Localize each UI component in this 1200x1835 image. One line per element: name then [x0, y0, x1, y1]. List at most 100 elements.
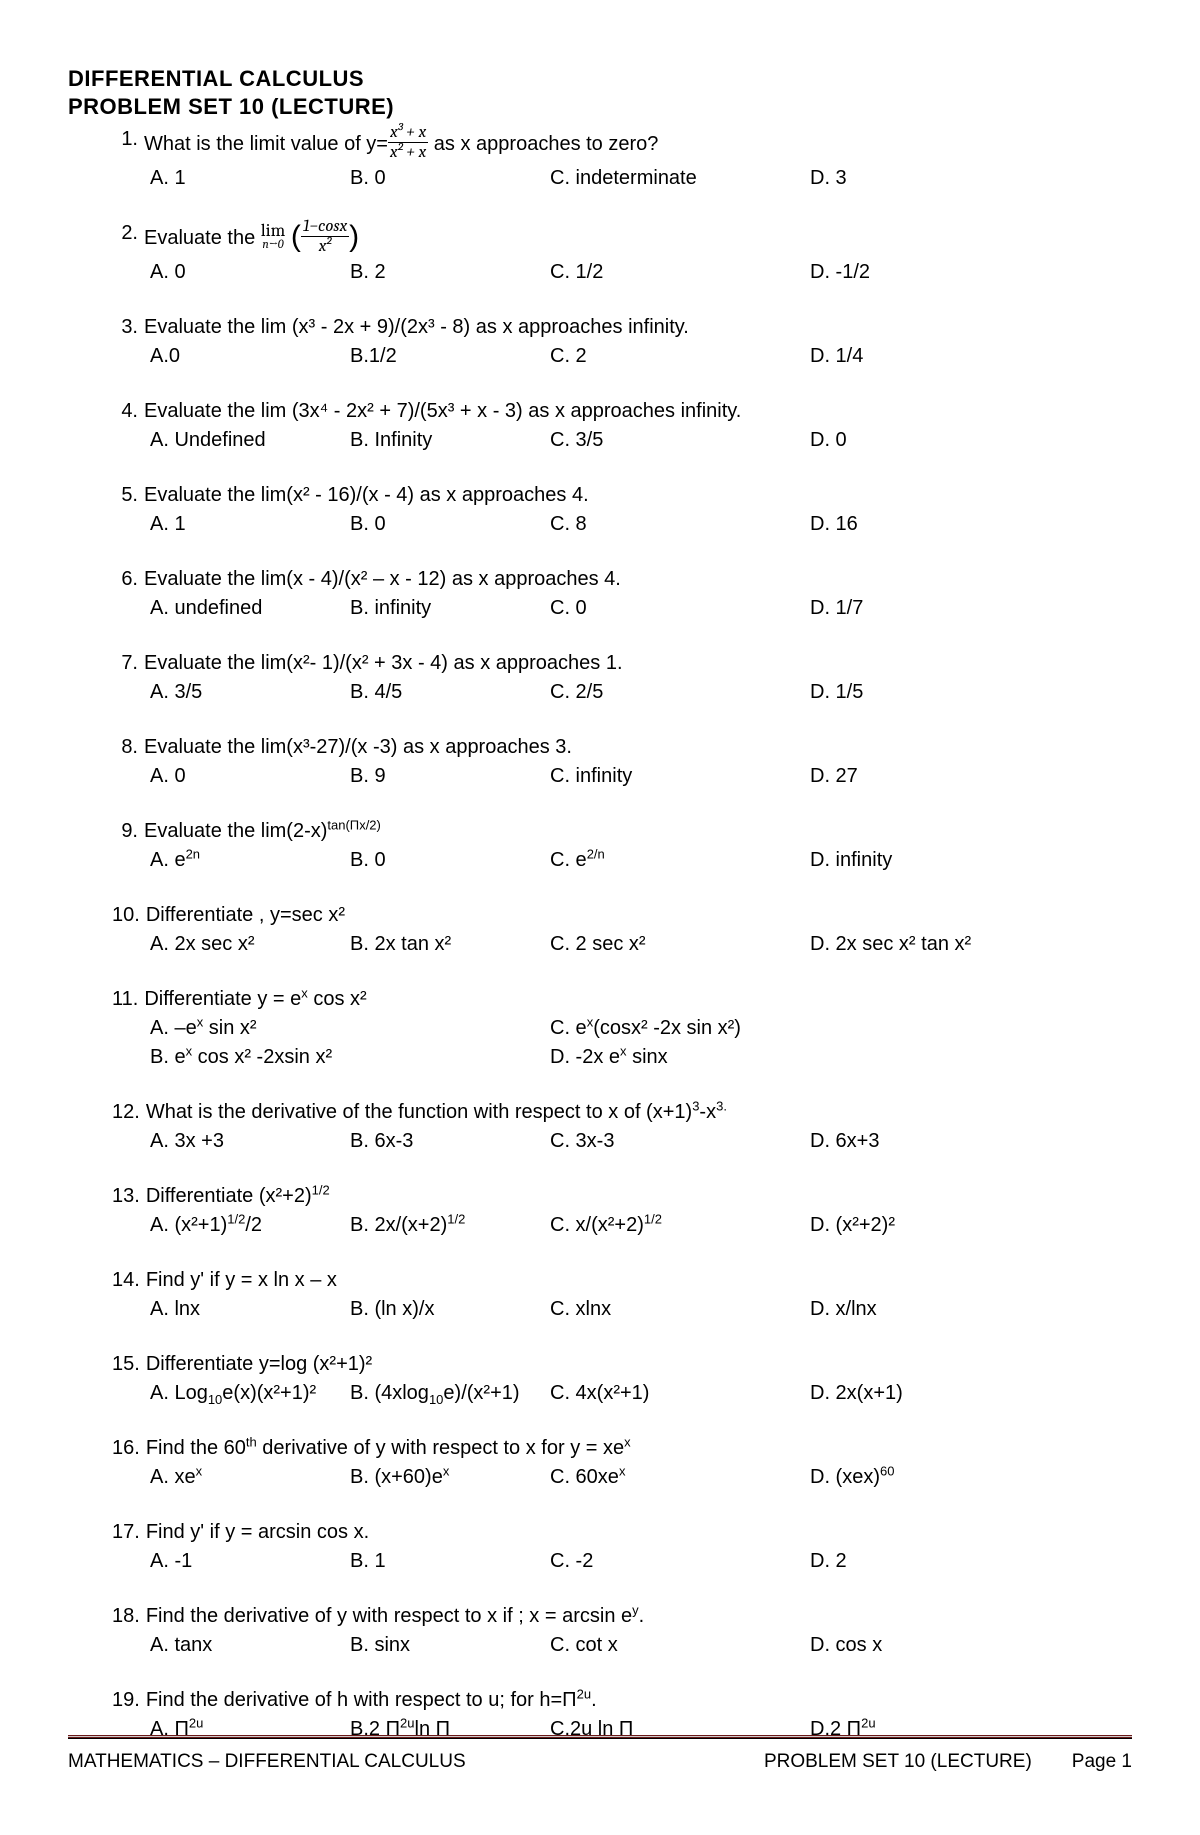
question-prompt: 19.Find the derivative of h with respect… — [112, 1687, 1132, 1714]
question: 5.Evaluate the lim(x² - 16)/(x - 4) as x… — [112, 482, 1132, 538]
question: 17.Find y' if y = arcsin cos x.A. -1B. 1… — [112, 1519, 1132, 1575]
question-text: Differentiate y = ex cos x² — [144, 986, 1132, 1013]
question-number: 14. — [112, 1267, 146, 1294]
choice-c: C. 2 sec x² — [550, 931, 810, 958]
question-number: 11. — [112, 986, 144, 1013]
choice-row: A. 1B. 0C. 8D. 16 — [112, 511, 1132, 538]
choice-b: B. 6x-3 — [350, 1128, 550, 1155]
choice-c: C. 1/2 — [550, 259, 810, 286]
choice-row: A. –ex sin x²C. ex(cosx² -2x sin x²)B. e… — [112, 1015, 1132, 1071]
choice-b: B. (x+60)ex — [350, 1464, 550, 1491]
question-prompt: 10.Differentiate , y=sec x² — [112, 902, 1132, 929]
choice-row: A. 2x sec x²B. 2x tan x²C. 2 sec x²D. 2x… — [112, 931, 1132, 958]
choice-b: B. 0 — [350, 847, 550, 874]
choice-d: D. 1/4 — [810, 343, 1070, 370]
choice-row: A. 3x +3B. 6x-3C. 3x-3D. 6x+3 — [112, 1128, 1132, 1155]
question-text: Differentiate , y=sec x² — [146, 902, 1132, 929]
question: 18.Find the derivative of y with respect… — [112, 1603, 1132, 1659]
choice-d: D. 0 — [810, 427, 1070, 454]
question-prompt: 15.Differentiate y=log (x²+1)² — [112, 1351, 1132, 1378]
question-text: Evaluate the lim(x - 4)/(x² – x - 12) as… — [144, 566, 1132, 593]
question-number: 9. — [112, 818, 144, 845]
choice-c: C. 0 — [550, 595, 810, 622]
choice-c: C. -2 — [550, 1548, 810, 1575]
question-prompt: 3.Evaluate the lim (x³ - 2x + 9)/(2x³ - … — [112, 314, 1132, 341]
choice-b: B. 1 — [350, 1548, 550, 1575]
question-prompt: 4.Evaluate the lim (3x⁴ - 2x² + 7)/(5x³ … — [112, 398, 1132, 425]
choice-c: C. 4x(x²+1) — [550, 1380, 810, 1407]
page-body: DIFFERENTIAL CALCULUS PROBLEM SET 10 (LE… — [0, 0, 1200, 1743]
question-text: What is the limit value of y=x³ + xx² + … — [144, 126, 1132, 163]
choice-c: C. 3/5 — [550, 427, 810, 454]
question: 16.Find the 60th derivative of y with re… — [112, 1435, 1132, 1491]
footer-right: Page 1 — [1072, 1749, 1132, 1775]
question-text: Find the derivative of y with respect to… — [146, 1603, 1132, 1630]
choice-b: B. (ln x)/x — [350, 1296, 550, 1323]
choice-d: D. (xex)60 — [810, 1464, 1070, 1491]
choice-row: A. 1B. 0C. indeterminateD. 3 — [112, 165, 1132, 192]
choice-row: A. tanxB. sinxC. cot xD. cos x — [112, 1632, 1132, 1659]
footer-center: PROBLEM SET 10 (LECTURE) — [764, 1749, 1032, 1775]
question-prompt: 9.Evaluate the lim(2-x)tan(Πx/2) — [112, 818, 1132, 845]
question-number: 4. — [112, 398, 144, 425]
choice-c: C. e2/n — [550, 847, 810, 874]
choice-a: A. 3/5 — [150, 679, 350, 706]
title-line-2: PROBLEM SET 10 (LECTURE) — [68, 93, 1132, 121]
choice-d: D. 16 — [810, 511, 1070, 538]
choice-d: D. 1/7 — [810, 595, 1070, 622]
choice-a: A.0 — [150, 343, 350, 370]
question: 15.Differentiate y=log (x²+1)²A. Log10e(… — [112, 1351, 1132, 1407]
choice-row: A. 3/5B. 4/5C. 2/5D. 1/5 — [112, 679, 1132, 706]
question-text: Differentiate (x²+2)1/2 — [146, 1183, 1132, 1210]
choice-b: B. infinity — [350, 595, 550, 622]
question-prompt: 11.Differentiate y = ex cos x² — [112, 986, 1132, 1013]
choice-d: D. 1/5 — [810, 679, 1070, 706]
choice-c: C. xlnx — [550, 1296, 810, 1323]
question: 9.Evaluate the lim(2-x)tan(Πx/2)A. e2nB.… — [112, 818, 1132, 874]
footer-left: MATHEMATICS – DIFFERENTIAL CALCULUS — [68, 1749, 466, 1775]
question-prompt: 6.Evaluate the lim(x - 4)/(x² – x - 12) … — [112, 566, 1132, 593]
question-number: 17. — [112, 1519, 146, 1546]
choice-d: D. 6x+3 — [810, 1128, 1070, 1155]
choice-a: A. 0 — [150, 763, 350, 790]
choice-c: C. 60xex — [550, 1464, 810, 1491]
question-number: 6. — [112, 566, 144, 593]
choice-b: B. 2x/(x+2)1/2 — [350, 1212, 550, 1239]
choice-c: C. infinity — [550, 763, 810, 790]
question-prompt: 17.Find y' if y = arcsin cos x. — [112, 1519, 1132, 1546]
choice-a: A. 0 — [150, 259, 350, 286]
choice-b: B. 0 — [350, 511, 550, 538]
choice-c: C. 2/5 — [550, 679, 810, 706]
choice-a: A. –ex sin x² — [150, 1015, 550, 1042]
choice-a: A. -1 — [150, 1548, 350, 1575]
question: 4.Evaluate the lim (3x⁴ - 2x² + 7)/(5x³ … — [112, 398, 1132, 454]
choice-c: C. 2 — [550, 343, 810, 370]
question: 10.Differentiate , y=sec x²A. 2x sec x²B… — [112, 902, 1132, 958]
choice-d: D. 2x(x+1) — [810, 1380, 1070, 1407]
choice-d: D. 27 — [810, 763, 1070, 790]
choice-a: A. 1 — [150, 165, 350, 192]
question-number: 1. — [112, 126, 144, 163]
question-prompt: 12.What is the derivative of the functio… — [112, 1099, 1132, 1126]
questions-list: 1.What is the limit value of y=x³ + xx² … — [68, 126, 1132, 1743]
question-text: Evaluate the lim (x³ - 2x + 9)/(2x³ - 8)… — [144, 314, 1132, 341]
question-number: 5. — [112, 482, 144, 509]
choice-row: A. 0B. 9C. infinityD. 27 — [112, 763, 1132, 790]
choice-d: D. x/lnx — [810, 1296, 1070, 1323]
question-text: Find the derivative of h with respect to… — [146, 1687, 1132, 1714]
question: 13.Differentiate (x²+2)1/2A. (x²+1)1/2/2… — [112, 1183, 1132, 1239]
choice-a: A. 1 — [150, 511, 350, 538]
question: 11.Differentiate y = ex cos x²A. –ex sin… — [112, 986, 1132, 1071]
choice-c: C. indeterminate — [550, 165, 810, 192]
choice-b: B. 2x tan x² — [350, 931, 550, 958]
question-text: Evaluate the lim(2-x)tan(Πx/2) — [144, 818, 1132, 845]
choice-b: B. 4/5 — [350, 679, 550, 706]
question-number: 3. — [112, 314, 144, 341]
footer-rule — [68, 1735, 1132, 1739]
choice-c: C. ex(cosx² -2x sin x²) — [550, 1015, 1010, 1042]
question-number: 13. — [112, 1183, 146, 1210]
choice-b: B. sinx — [350, 1632, 550, 1659]
question-text: Find the 60th derivative of y with respe… — [146, 1435, 1132, 1462]
choice-b: B. 2 — [350, 259, 550, 286]
question: 6.Evaluate the lim(x - 4)/(x² – x - 12) … — [112, 566, 1132, 622]
